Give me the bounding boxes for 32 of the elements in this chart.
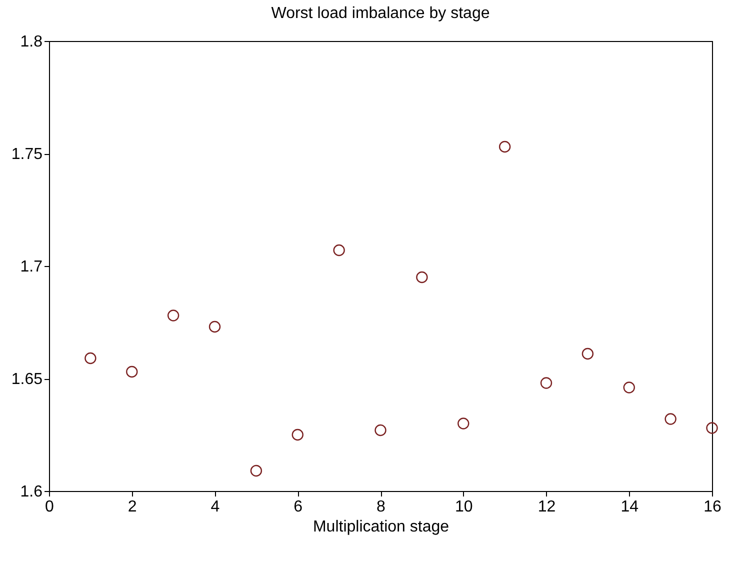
point — [250, 464, 262, 477]
point — [664, 413, 676, 425]
point — [706, 422, 718, 434]
y-tick-label: 1.7 — [20, 258, 43, 276]
x-tick-label: 6 — [294, 498, 303, 516]
point — [623, 382, 635, 394]
x-tick-label: 0 — [45, 498, 54, 516]
point — [540, 377, 552, 389]
x-axis-title: Multiplication stage — [312, 518, 450, 536]
point — [498, 140, 511, 153]
point — [84, 352, 96, 364]
point — [458, 418, 470, 430]
y-tick-label: 1.75 — [11, 146, 43, 163]
point — [208, 320, 221, 333]
point — [416, 271, 428, 284]
x-tick-label: 16 — [704, 498, 722, 516]
y-tick-label: 1.8 — [20, 34, 43, 50]
point — [292, 428, 304, 441]
x-tick-label: 4 — [210, 498, 220, 516]
chart-title: Worst load imbalance by stage — [271, 5, 490, 22]
point — [167, 310, 180, 322]
y-tick-label: 1.65 — [11, 371, 43, 388]
point — [582, 348, 594, 360]
x-tick-label: 8 — [376, 498, 386, 516]
x-tick-label: 12 — [538, 498, 556, 516]
point — [126, 366, 138, 378]
point — [333, 244, 345, 256]
x-tick-label: 14 — [620, 498, 639, 516]
point — [374, 424, 386, 436]
x-tick-label: 10 — [454, 498, 473, 516]
y-tick-label: 1.6 — [20, 484, 43, 500]
x-tick-label: 2 — [128, 498, 137, 516]
